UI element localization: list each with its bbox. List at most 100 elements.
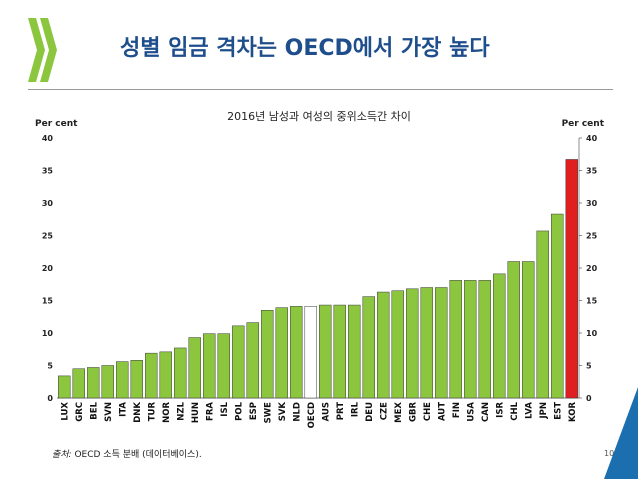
x-tick-label-svk: SVK	[278, 402, 288, 422]
bar-jpn	[536, 230, 549, 399]
bar-che	[420, 287, 433, 399]
x-tick-label-pol: POL	[234, 401, 244, 420]
x-tick-label-can: CAN	[481, 402, 491, 422]
bar-tur	[145, 352, 158, 399]
x-tick-label-nor: NOR	[162, 402, 172, 423]
source-label: 출처:	[52, 450, 72, 460]
x-tick-label-prt: PRT	[336, 402, 346, 420]
x-tick-label-hun: HUN	[191, 402, 201, 423]
y-tick-label-left: 10	[42, 329, 54, 338]
x-tick-label-esp: ESP	[249, 402, 259, 420]
x-tick-label-lux: LUX	[60, 402, 70, 421]
x-tick-label-bel: BEL	[89, 401, 99, 419]
bar-irl	[348, 304, 361, 399]
bar-pol	[232, 325, 245, 399]
y-tick-label-right: 10	[586, 329, 598, 338]
y-tick-label-right: 15	[586, 297, 598, 306]
x-tick-label-swe: SWE	[263, 402, 273, 423]
bar-deu	[362, 296, 375, 399]
oecd-logo-stripes	[28, 18, 57, 82]
x-tick-label-nld: NLD	[292, 402, 302, 422]
x-tick-label-isl: ISL	[220, 401, 230, 416]
bar-nor	[159, 351, 172, 399]
bar-est	[551, 213, 564, 399]
bar-nld	[290, 306, 303, 399]
x-tick-label-grc: GRC	[75, 402, 85, 422]
bar-grc	[72, 368, 85, 399]
x-tick-label-irl: IRL	[350, 401, 360, 417]
title-divider	[28, 89, 613, 90]
corner-decoration	[604, 387, 638, 479]
y-tick-label-left: 40	[42, 134, 54, 143]
y-tick-label-right: 20	[586, 264, 598, 273]
bar-usa	[464, 280, 477, 399]
x-tick-label-gbr: GBR	[408, 402, 418, 422]
y-ticks-left: 0 5 10 15 20 25 30 35 40	[42, 134, 54, 403]
x-tick-label-fra: FRA	[205, 402, 215, 421]
source-text: OECD 소득 분배 (데이터베이스).	[71, 450, 202, 460]
y-ticks-right: 0 5 10 15 20 25 30 35 40	[579, 134, 598, 403]
x-tick-label-chl: CHL	[510, 401, 520, 420]
x-tick-label-kor: KOR	[568, 402, 578, 422]
x-tick-label-mex: MEX	[394, 402, 404, 423]
chart-title: 2016년 남성과 여성의 중위소득간 차이	[227, 110, 411, 123]
bar-lux	[58, 375, 71, 399]
bar-svk	[275, 307, 288, 399]
bar-gbr	[406, 288, 419, 399]
bar-lva	[522, 261, 535, 399]
bar-isr	[493, 273, 506, 399]
x-tick-label-ita: ITA	[118, 402, 128, 417]
x-tick-label-usa: USA	[466, 402, 476, 422]
bar-ita	[116, 361, 129, 399]
bar-svn	[101, 365, 114, 399]
bar-dnk	[130, 360, 143, 399]
x-tick-label-aus: AUS	[321, 402, 331, 421]
y-tick-label-right: 5	[586, 362, 592, 371]
bar-nzl	[174, 347, 187, 399]
bar-bel	[87, 367, 100, 399]
slide-title: 성별 임금 격차는 OECD에서 가장 높다	[120, 36, 490, 61]
y-tick-label-left: 0	[47, 394, 53, 403]
bar-fra	[203, 333, 216, 399]
source-note: 출처: OECD 소득 분배 (데이터베이스).	[52, 447, 202, 460]
bar-hun	[188, 337, 201, 399]
x-tick-label-svn: SVN	[104, 402, 114, 422]
x-tick-label-cze: CZE	[379, 402, 389, 420]
bar-aut	[435, 287, 448, 399]
bar-isl	[217, 333, 230, 399]
x-tick-label-jpn: JPN	[539, 402, 549, 420]
x-tick-label-nzl: NZL	[176, 401, 186, 420]
y-axis-label-right: Per cent	[562, 119, 605, 129]
bar-esp	[246, 322, 259, 399]
y-tick-label-right: 30	[586, 199, 598, 208]
x-tick-label-lva: LVA	[524, 402, 534, 419]
y-tick-label-left: 15	[42, 297, 54, 306]
x-tick-label-fin: FIN	[452, 402, 462, 418]
x-tick-label-oecd: OECD	[307, 402, 317, 428]
bar-can	[478, 280, 491, 399]
bar-fin	[449, 280, 462, 399]
y-tick-label-right: 40	[586, 134, 598, 143]
x-tick-label-est: EST	[553, 402, 563, 420]
y-tick-label-left: 35	[42, 167, 54, 176]
bar-oecd	[304, 306, 317, 399]
bar-mex	[391, 290, 404, 399]
bar-prt	[333, 304, 346, 399]
x-tick-label-dnk: DNK	[133, 402, 143, 423]
y-axis-label-left: Per cent	[35, 119, 78, 129]
bar-kor	[565, 159, 578, 399]
y-tick-label-left: 20	[42, 264, 54, 273]
bars	[58, 159, 578, 399]
x-tick-label-aut: AUT	[437, 402, 447, 421]
x-tick-labels: LUX GRC BEL SVN ITA DNK TUR NOR NZL HUN FRA ISL POL E…	[60, 401, 578, 428]
x-tick-label-tur: TUR	[147, 402, 157, 422]
y-tick-label-left: 5	[47, 362, 53, 371]
x-tick-label-che: CHE	[423, 402, 433, 421]
x-tick-label-isr: ISR	[495, 402, 505, 418]
x-tick-label-deu: DEU	[365, 402, 375, 422]
y-tick-label-right: 35	[586, 167, 598, 176]
bar-swe	[261, 310, 274, 399]
oecd-logo	[28, 18, 57, 82]
page-number: 10	[604, 449, 615, 458]
